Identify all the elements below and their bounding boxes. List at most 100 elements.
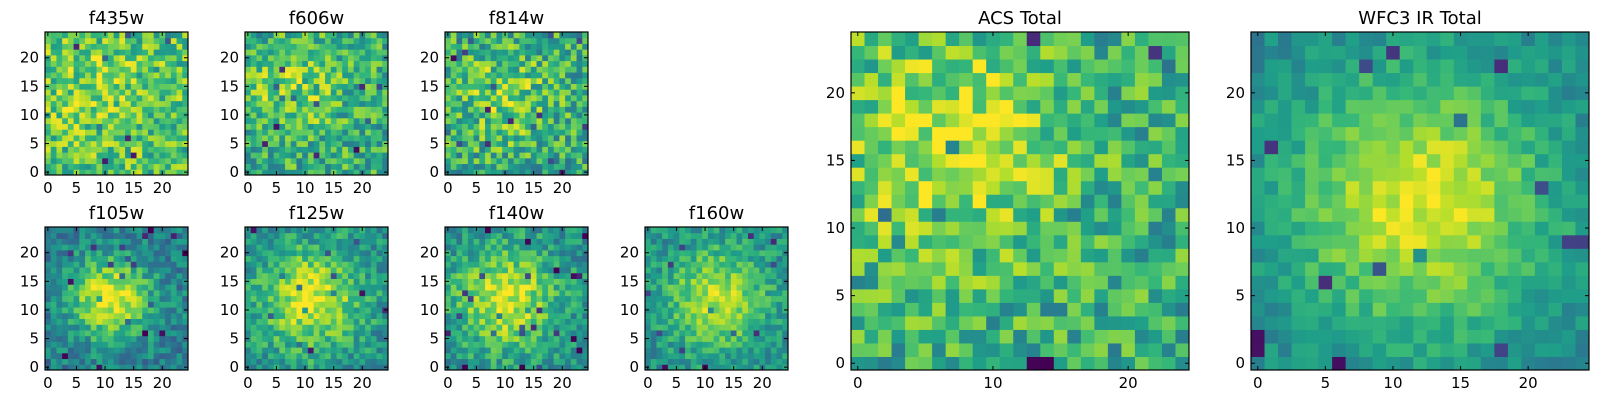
heatmap-cell	[999, 248, 1014, 263]
heatmap-cell	[302, 347, 309, 354]
heatmap-cell	[365, 117, 372, 125]
heatmap-cell	[770, 289, 778, 297]
heatmap-cell	[645, 244, 652, 251]
heatmap-cell	[67, 227, 75, 234]
heatmap-cell	[445, 244, 452, 251]
heatmap-cell	[182, 89, 189, 96]
heatmap-cell	[142, 335, 149, 342]
heatmap-cell	[467, 89, 475, 96]
heatmap-cell	[565, 100, 572, 107]
heatmap-cell	[153, 238, 160, 245]
heatmap-cell	[113, 295, 120, 302]
heatmap-cell	[119, 347, 126, 354]
heatmap-cell	[325, 77, 332, 84]
heatmap-cell	[673, 244, 680, 251]
heatmap-cell	[530, 324, 538, 331]
heatmap-cell	[707, 244, 715, 251]
heatmap-cell	[67, 278, 75, 285]
heatmap-cell	[376, 364, 383, 371]
heatmap-cell	[485, 307, 492, 314]
heatmap-cell	[570, 100, 578, 107]
heatmap-cell	[62, 112, 69, 119]
heatmap-cell	[1067, 180, 1082, 195]
heatmap-cell	[530, 37, 538, 44]
heatmap-cell	[136, 157, 143, 165]
heatmap-cell	[707, 329, 715, 337]
heatmap-cell	[945, 315, 960, 330]
heatmap-cell	[645, 318, 652, 325]
heatmap-cell	[256, 289, 263, 297]
heatmap-cell	[1161, 356, 1176, 371]
heatmap-cell	[959, 275, 974, 290]
heatmap-cell	[56, 232, 63, 239]
heatmap-cell	[576, 134, 583, 142]
heatmap-cell	[90, 364, 97, 371]
heatmap-cell	[530, 129, 538, 136]
heatmap-cell	[1040, 248, 1055, 263]
x-tick-label: 10	[96, 374, 115, 392]
heatmap-cell	[159, 335, 166, 342]
heatmap-cell	[296, 94, 303, 102]
heatmap-cell	[576, 341, 583, 348]
heatmap-cell	[347, 335, 355, 342]
heatmap-cell	[864, 261, 879, 276]
heatmap-cell	[473, 289, 480, 297]
heatmap-cell	[1067, 315, 1082, 330]
heatmap-cell	[702, 352, 709, 360]
heatmap-cell	[325, 112, 332, 119]
heatmap-cell	[365, 364, 372, 371]
heatmap-cell	[159, 272, 166, 279]
heatmap-cell	[376, 278, 383, 285]
heatmap-cell	[267, 307, 275, 314]
heatmap-cell	[96, 54, 103, 62]
heatmap-cell	[513, 117, 520, 125]
heatmap-cell	[62, 347, 69, 354]
heatmap-cell	[113, 301, 120, 308]
heatmap-cell	[62, 32, 69, 39]
heatmap-cell	[296, 341, 303, 348]
heatmap-cell	[125, 32, 132, 39]
heatmap-cell	[650, 278, 657, 285]
heatmap-cell	[353, 341, 360, 348]
heatmap-cell	[245, 94, 252, 102]
heatmap-cell	[142, 358, 149, 365]
heatmap-cell	[176, 32, 183, 39]
heatmap-cell	[113, 129, 120, 136]
heatmap-cell	[102, 89, 109, 96]
heatmap-cell	[742, 244, 749, 251]
heatmap-cell	[125, 157, 132, 165]
heatmap-cell	[313, 157, 320, 165]
heatmap-cell	[542, 123, 549, 130]
heatmap-cell	[119, 267, 126, 274]
heatmap-cell	[467, 244, 475, 251]
x-tick-label: 10	[496, 374, 515, 392]
heatmap-cell	[176, 295, 183, 302]
heatmap-cell	[999, 261, 1014, 276]
heatmap-cell	[67, 43, 75, 50]
heatmap-cell	[73, 152, 80, 159]
heatmap-cell	[565, 329, 572, 337]
heatmap-cell	[165, 43, 172, 50]
heatmap-cell	[559, 134, 566, 142]
heatmap-cell	[319, 100, 326, 107]
heatmap-cell	[353, 146, 360, 153]
heatmap-cell	[782, 295, 789, 302]
heatmap-cell	[513, 123, 520, 130]
heatmap-cell	[570, 169, 578, 176]
heatmap-cell	[90, 129, 97, 136]
heatmap-cell	[690, 232, 697, 239]
heatmap-cell	[296, 232, 303, 239]
heatmap-cell	[456, 117, 463, 125]
heatmap-cell	[662, 324, 669, 331]
heatmap-cell	[1067, 275, 1082, 290]
heatmap-cell	[730, 278, 738, 285]
heatmap-cell	[1161, 234, 1176, 249]
heatmap-cell	[747, 312, 755, 320]
heatmap-cell	[125, 318, 132, 325]
heatmap-cell	[347, 324, 355, 331]
heatmap-cell	[359, 157, 366, 165]
heatmap-cell	[182, 146, 189, 153]
heatmap-cell	[56, 261, 63, 268]
heatmap-cell	[250, 94, 257, 102]
heatmap-cell	[273, 37, 280, 44]
